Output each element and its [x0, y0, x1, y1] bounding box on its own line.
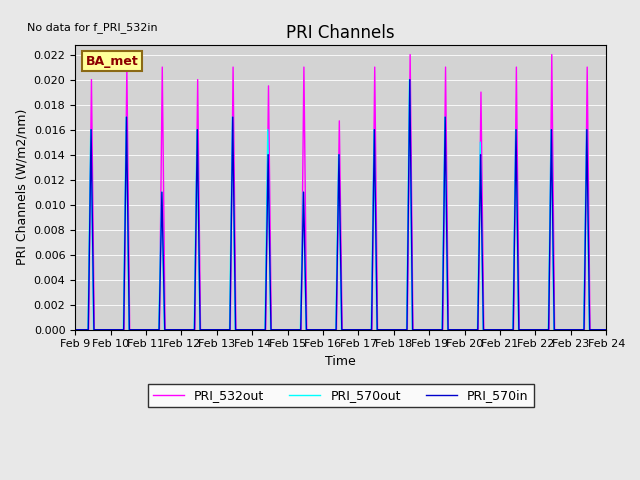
PRI_570in — [580, 327, 588, 333]
PRI_570in — [319, 327, 327, 333]
PRI_570out — [408, 327, 416, 333]
PRI_570out — [71, 327, 79, 333]
Text: No data for f_PRI_532in: No data for f_PRI_532in — [28, 22, 158, 33]
X-axis label: Time: Time — [325, 355, 356, 368]
PRI_570in — [442, 114, 449, 120]
PRI_570in — [638, 327, 640, 333]
PRI_570in — [406, 77, 413, 83]
Line: PRI_570out: PRI_570out — [75, 80, 640, 330]
PRI_570out — [638, 327, 640, 333]
PRI_570in — [426, 327, 433, 333]
PRI_532out — [409, 327, 417, 333]
PRI_570in — [71, 327, 79, 333]
PRI_570out — [406, 77, 413, 83]
PRI_570in — [409, 327, 417, 333]
PRI_532out — [406, 52, 414, 58]
PRI_532out — [442, 64, 449, 70]
Y-axis label: PRI Channels (W/m2/nm): PRI Channels (W/m2/nm) — [15, 109, 28, 265]
PRI_570out — [319, 327, 327, 333]
PRI_532out — [461, 327, 468, 333]
PRI_570out — [580, 327, 588, 333]
PRI_532out — [426, 327, 433, 333]
Line: PRI_570in: PRI_570in — [75, 80, 640, 330]
Line: PRI_532out: PRI_532out — [75, 55, 640, 330]
PRI_570out — [426, 327, 433, 333]
PRI_570out — [441, 114, 449, 120]
Legend: PRI_532out, PRI_570out, PRI_570in: PRI_532out, PRI_570out, PRI_570in — [148, 384, 534, 408]
Title: PRI Channels: PRI Channels — [287, 24, 395, 42]
PRI_532out — [319, 327, 327, 333]
Text: BA_met: BA_met — [86, 55, 138, 68]
PRI_570in — [461, 327, 468, 333]
PRI_532out — [71, 327, 79, 333]
PRI_532out — [638, 327, 640, 333]
PRI_570out — [461, 327, 468, 333]
PRI_532out — [580, 327, 588, 333]
